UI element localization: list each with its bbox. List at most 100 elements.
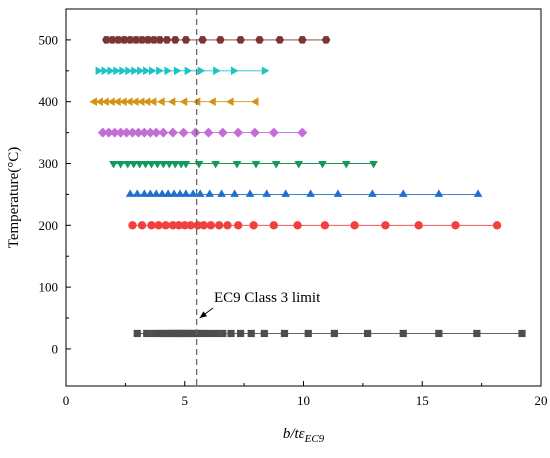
data-point xyxy=(125,97,133,107)
data-point xyxy=(89,97,97,107)
data-point xyxy=(97,127,108,138)
data-point xyxy=(321,36,331,44)
data-point xyxy=(137,97,145,107)
data-point xyxy=(203,127,214,138)
y-tick-label: 0 xyxy=(52,341,59,356)
data-point xyxy=(261,66,270,76)
data-point xyxy=(145,127,156,138)
data-point xyxy=(194,161,204,169)
data-point xyxy=(194,329,202,338)
data-point xyxy=(297,127,308,138)
data-point xyxy=(155,36,165,44)
y-axis: 0 100 200 300 400 500 xyxy=(39,32,71,356)
x-axis-title-subscript: EC9 xyxy=(304,433,325,445)
data-point xyxy=(451,221,460,230)
data-point xyxy=(199,221,208,230)
data-point xyxy=(206,221,216,230)
data-point xyxy=(103,127,114,138)
data-point xyxy=(230,189,239,197)
data-point xyxy=(102,36,111,44)
data-point xyxy=(133,329,141,338)
data-point xyxy=(186,221,195,230)
data-point xyxy=(140,189,149,197)
data-point xyxy=(157,97,165,107)
data-point xyxy=(260,329,268,338)
x-tick-label: 0 xyxy=(63,393,70,408)
data-point xyxy=(169,189,179,197)
data-point xyxy=(223,221,232,230)
data-point xyxy=(306,189,315,197)
data-point xyxy=(275,36,285,44)
data-point xyxy=(435,329,443,338)
data-point xyxy=(219,329,227,338)
data-point xyxy=(434,189,444,197)
data-point xyxy=(249,221,258,230)
data-point xyxy=(113,66,121,76)
data-point xyxy=(247,329,255,338)
series-500-markers xyxy=(102,36,331,44)
data-point xyxy=(233,221,243,230)
series-250-markers xyxy=(125,189,483,197)
data-point xyxy=(333,189,343,197)
limit-annotation: EC9 Class 3 limit xyxy=(199,290,321,319)
data-point xyxy=(113,36,123,44)
data-point xyxy=(163,189,173,197)
data-point xyxy=(133,127,144,138)
plot-frame xyxy=(65,8,542,387)
data-point xyxy=(492,221,502,230)
data-point xyxy=(181,189,191,197)
series-300-markers xyxy=(109,161,378,169)
data-point xyxy=(212,329,220,338)
data-point xyxy=(205,189,215,197)
data-point xyxy=(150,329,158,338)
data-point xyxy=(137,36,147,44)
data-point xyxy=(230,66,239,76)
series-450-markers xyxy=(95,66,270,76)
data-point xyxy=(262,189,272,197)
plot-area: EC9 Class 3 limit xyxy=(65,8,542,387)
data-point xyxy=(147,221,156,230)
data-point xyxy=(145,189,155,197)
data-point xyxy=(125,66,133,76)
data-point xyxy=(236,329,245,338)
data-point xyxy=(121,127,132,138)
x-tick-label: 20 xyxy=(535,393,548,408)
series-350-markers xyxy=(97,127,308,138)
data-point xyxy=(318,161,327,169)
data-point xyxy=(147,161,156,169)
x-tick-label: 5 xyxy=(182,393,189,408)
data-point xyxy=(131,97,139,107)
data-point xyxy=(174,221,184,230)
data-point xyxy=(198,329,207,338)
data-point xyxy=(350,221,359,230)
data-point xyxy=(119,36,129,44)
data-point xyxy=(281,189,291,197)
data-point xyxy=(298,36,307,44)
data-point xyxy=(125,189,135,197)
data-point xyxy=(156,66,164,76)
data-point xyxy=(184,66,193,76)
data-point xyxy=(162,36,172,44)
data-point xyxy=(167,97,176,107)
data-point xyxy=(139,127,150,138)
data-point xyxy=(364,329,372,338)
data-point xyxy=(213,66,221,76)
data-point xyxy=(161,221,170,230)
data-point xyxy=(341,161,351,169)
data-point xyxy=(320,221,330,230)
annotation-arrowhead xyxy=(199,311,208,318)
series-markers xyxy=(89,36,526,338)
data-point xyxy=(226,97,234,107)
data-point xyxy=(251,161,261,169)
annotation-label: EC9 Class 3 limit xyxy=(214,290,321,306)
data-point xyxy=(208,97,216,107)
data-point xyxy=(143,329,151,338)
y-tick-label: 500 xyxy=(39,32,59,47)
data-point xyxy=(188,189,198,197)
data-point xyxy=(109,127,120,138)
data-point xyxy=(280,329,289,338)
data-point xyxy=(158,127,169,138)
data-point xyxy=(143,66,151,76)
series-200-markers xyxy=(128,221,502,230)
data-point xyxy=(95,66,104,76)
